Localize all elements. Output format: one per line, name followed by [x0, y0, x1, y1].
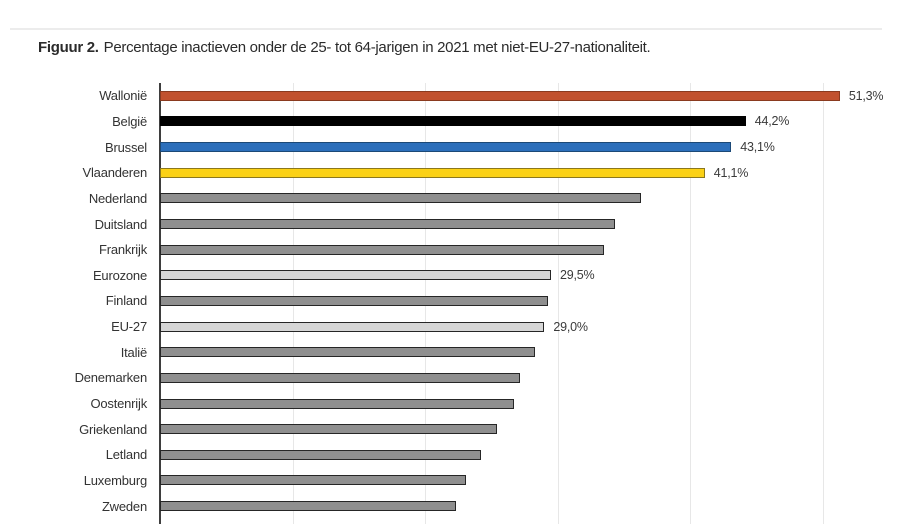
bar-track: 41,1% — [160, 166, 873, 180]
bar — [160, 347, 536, 358]
value-label: 29,5% — [559, 268, 595, 283]
chart-row: Nederland — [0, 186, 907, 212]
bar-track — [160, 424, 873, 435]
bar-track — [160, 501, 873, 512]
top-divider — [10, 28, 882, 30]
bar — [160, 167, 705, 178]
category-label: Zweden — [101, 498, 147, 514]
value-label: 44,2% — [754, 114, 790, 129]
figure-title-caption: Percentage inactieven onder de 25- tot 6… — [103, 39, 651, 56]
category-label: Wallonië — [99, 88, 147, 104]
gridline — [557, 83, 559, 524]
bar-track: 29,0% — [160, 320, 873, 334]
category-label: Brussel — [105, 139, 147, 155]
value-label: 51,3% — [848, 88, 884, 103]
value-label: 43,1% — [740, 140, 775, 155]
bar — [160, 90, 840, 101]
category-label: Letland — [105, 447, 147, 463]
bar — [160, 372, 521, 383]
bar — [160, 219, 615, 230]
bar-track: 43,1% — [160, 140, 873, 154]
value-label: 29,0% — [553, 319, 588, 334]
category-label: Italië — [120, 344, 147, 360]
chart-row: Luxemburg — [0, 468, 907, 494]
chart-row: Letland — [0, 442, 907, 468]
bar — [160, 424, 497, 435]
category-label: EU-27 — [111, 319, 147, 335]
value-label: 41,1% — [713, 165, 749, 180]
bar — [160, 270, 551, 281]
bar — [160, 321, 545, 332]
chart-row: Duitsland — [0, 211, 907, 237]
bar-track: 51,3% — [160, 89, 884, 103]
bar-track — [160, 398, 873, 409]
chart-row: Brussel 43,1% — [0, 134, 907, 160]
category-label: Eurozone — [92, 267, 147, 283]
bar-track — [160, 219, 873, 230]
bar — [160, 193, 642, 204]
chart-row: EU-27 29,0% — [0, 314, 907, 340]
bar — [160, 501, 456, 512]
category-label: Frankrijk — [98, 242, 147, 258]
chart-row: Eurozone 29,5% — [0, 262, 907, 288]
bar-track — [160, 295, 873, 306]
gridline — [822, 83, 824, 524]
chart-row: Denemarken — [0, 365, 907, 391]
chart-row: Finland — [0, 288, 907, 314]
chart-row: Italië — [0, 339, 907, 365]
figure-title: Figuur 2. Percentage inactieven onder de … — [38, 39, 651, 56]
category-label: Luxemburg — [83, 472, 147, 488]
category-label: Denemarken — [74, 370, 148, 386]
chart-row: Griekenland — [0, 416, 907, 442]
bar-track — [160, 475, 873, 486]
chart-row: Vlaanderen 41,1% — [0, 160, 907, 186]
category-label: Duitsland — [94, 216, 148, 232]
bar-track: 29,5% — [160, 268, 873, 282]
chart-row: Frankrijk — [0, 237, 907, 263]
bar-track — [160, 347, 873, 358]
figure-title-prefix: Figuur 2. — [38, 39, 99, 56]
bar — [160, 116, 746, 127]
category-label: Vlaanderen — [82, 165, 148, 181]
bar — [160, 398, 514, 409]
bar — [160, 475, 467, 486]
chart-row: België 44,2% — [0, 109, 907, 135]
category-label: België — [112, 113, 147, 129]
bar-track — [160, 372, 873, 383]
chart-row: Oostenrijk — [0, 391, 907, 417]
bar-track — [160, 244, 873, 255]
chart-row: Zweden — [0, 493, 907, 519]
bar-track — [160, 449, 873, 460]
bar — [160, 244, 604, 255]
bar-track: 44,2% — [160, 114, 873, 128]
chart-row: Wallonië 51,3% — [0, 83, 907, 109]
category-label: Oostenrijk — [90, 396, 147, 411]
bar — [160, 295, 549, 306]
bar — [160, 449, 481, 460]
category-label: Nederland — [88, 190, 147, 206]
bar — [160, 142, 732, 153]
bar-track — [160, 193, 873, 204]
category-label: Finland — [105, 293, 147, 309]
category-label: Griekenland — [79, 421, 147, 437]
chart-rows: Wallonië 51,3% België 44,2% Brussel 43,1% Vlaa… — [0, 83, 907, 519]
gridline — [690, 83, 692, 524]
